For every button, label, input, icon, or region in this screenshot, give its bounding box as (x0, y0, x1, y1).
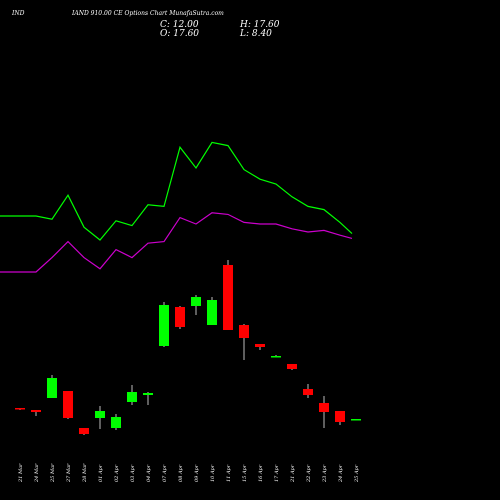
x-tick-label: 02 Apr (114, 464, 120, 482)
moving-average-line-2 (0, 212, 353, 273)
low-value: L: 8.40 (240, 29, 272, 39)
candle-12 (191, 295, 201, 315)
candle-10 (159, 302, 169, 347)
x-tick-label: 21 Apr (290, 464, 296, 483)
moving-average-line-1 (0, 141, 353, 241)
x-tick-label: 10 Apr (210, 464, 216, 482)
candle-1 (15, 408, 25, 410)
candle-16 (255, 344, 265, 350)
candle-body (111, 417, 121, 428)
x-tick-label: 24 Apr (338, 464, 344, 483)
x-tick-label: 28 Mar (82, 463, 88, 483)
candle-body (335, 411, 345, 422)
candle-22 (351, 419, 361, 421)
x-tick-label: 25 Apr (354, 464, 360, 483)
x-tick-label: 27 Mar (66, 463, 72, 483)
candle-body (303, 389, 313, 395)
x-tick-label: 15 Apr (242, 464, 248, 482)
candle-body (239, 325, 249, 338)
candle-15 (239, 324, 249, 360)
x-tick-label: 17 Apr (274, 464, 280, 482)
x-tick-label: 23 Apr (322, 464, 328, 483)
candle-layer (15, 260, 361, 435)
candle-body (207, 300, 217, 325)
candle-body (15, 408, 25, 410)
candle-21 (335, 411, 345, 425)
x-tick-label: 09 Apr (194, 464, 200, 482)
candle-18 (287, 364, 297, 370)
x-tick-label: 21 Mar (18, 463, 24, 483)
candle-body (79, 428, 89, 434)
candle-4 (63, 391, 73, 419)
chart-title: IAND 910.00 CE Options Chart MunafaSutra… (72, 10, 224, 17)
candle-8 (127, 385, 137, 405)
symbol-label: IND (12, 10, 25, 17)
candle-body (319, 403, 329, 412)
candle-6 (95, 406, 105, 429)
x-tick-label: 04 Apr (146, 464, 152, 482)
candle-body (223, 265, 233, 330)
candle-body (127, 392, 137, 402)
candle-7 (111, 414, 121, 430)
x-tick-label: 03 Apr (130, 464, 136, 482)
candle-body (95, 411, 105, 418)
candle-body (143, 393, 153, 395)
candle-17 (271, 355, 281, 358)
candle-body (31, 410, 41, 412)
x-tick-label: 01 Apr (98, 464, 104, 482)
candle-body (175, 307, 185, 327)
candle-19 (303, 384, 313, 398)
x-tick-label: 25 Mar (50, 463, 56, 483)
candle-20 (319, 396, 329, 428)
x-tick-label: 07 Apr (162, 464, 168, 482)
candle-13 (207, 297, 217, 325)
candle-14 (223, 260, 233, 330)
candle-body (47, 378, 57, 398)
close-value: C: 12.00 (160, 20, 199, 30)
x-tick-label: 24 Mar (34, 463, 40, 483)
x-axis-ticks: 21 Mar 24 Mar 25 Mar 27 Mar 28 Mar 01 Apr 02 A… (18, 463, 360, 483)
candle-body (351, 419, 361, 421)
candle-body (63, 391, 73, 418)
candle-2 (31, 410, 41, 416)
x-tick-label: 11 Apr (226, 464, 232, 482)
x-tick-label: 22 Apr (306, 464, 312, 483)
candle-3 (47, 375, 57, 398)
moving-average-layer (0, 141, 353, 273)
high-value: H: 17.60 (240, 20, 280, 30)
candle-11 (175, 306, 185, 329)
candle-body (271, 356, 281, 358)
candle-9 (143, 392, 153, 405)
candle-body (287, 364, 297, 369)
candle-body (191, 297, 201, 306)
candle-body (159, 305, 169, 346)
candle-body (255, 344, 265, 347)
x-tick-label: 08 Apr (178, 464, 184, 482)
open-value: O: 17.60 (160, 29, 200, 39)
candle-5 (79, 428, 89, 435)
x-tick-label: 16 Apr (258, 464, 264, 482)
